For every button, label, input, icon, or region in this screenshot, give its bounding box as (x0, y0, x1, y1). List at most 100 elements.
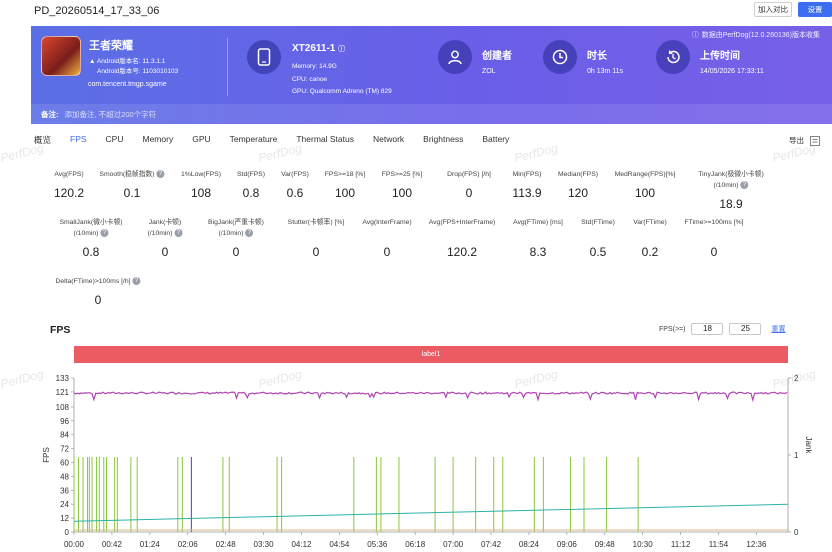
fps-threshold-input-1[interactable]: 18 (691, 323, 724, 335)
fps-chart-title: FPS (50, 324, 71, 336)
metric-value: 0.2 (641, 245, 659, 259)
duration-label: 时长 (587, 51, 607, 62)
fps-threshold-input-2[interactable]: 25 (729, 323, 762, 335)
metric-1-7: FPS>=25 [%] 100 (382, 169, 422, 200)
help-icon[interactable]: ? (156, 170, 165, 179)
top-bar: PD_20260514_17_33_06 (0, 0, 832, 22)
x-tick-label: 09:48 (595, 540, 616, 549)
x-tick-label: 07:42 (481, 540, 502, 549)
x-tick-label: 00:00 (64, 540, 85, 549)
tab-brightness[interactable]: Brightness (423, 134, 464, 144)
device-name: XT2611-1 ⓘ (292, 43, 346, 54)
metric-label: Avg(FPS) (54, 171, 84, 178)
metric-value: 120.2 (53, 186, 85, 200)
metric-label: Std(FPS) (237, 171, 265, 178)
metric-2-3: BigJank(严重卡顿) (/10min)? 0 (208, 217, 264, 259)
tab-fps[interactable]: FPS (70, 134, 87, 144)
metric-2-4: Stutter(卡顿率) [%] 0 (288, 217, 345, 259)
user-icon (438, 40, 472, 74)
metric-label: MedRange(FPS)[%] (614, 171, 676, 178)
export-button[interactable]: 导出 (789, 135, 820, 146)
metric-1-10: Median(FPS) 120 (558, 169, 598, 200)
x-tick-label: 02:06 (178, 540, 199, 549)
y2-tick-label: 0 (794, 528, 799, 537)
note-input[interactable]: 添加备注, 不超过200个字符 (64, 109, 157, 119)
add-compare-button[interactable]: 加入对比 (754, 2, 792, 17)
metric-value: 0 (710, 245, 718, 259)
y-tick-label: 60 (60, 459, 69, 468)
tab-gpu[interactable]: GPU (192, 134, 211, 144)
upload-label: 上传时间 (700, 51, 740, 62)
metric-label: Avg(InterFrame) (362, 219, 412, 226)
metric-2-1: SmallJank(微小卡顿) (/10min)? 0.8 (59, 217, 122, 259)
x-tick-label: 02:48 (216, 540, 237, 549)
x-tick-label: 08:24 (519, 540, 540, 549)
app-version-info: ▲ Android版本名: 11.3.1.1 Android版本号: 11030… (89, 58, 179, 75)
y-tick-label: 84 (60, 431, 69, 440)
report-header: ⓘ 数据由PerfDog(12.0.260136)版本收集 王者荣耀 ▲ And… (31, 26, 832, 124)
x-tick-label: 10:30 (633, 540, 654, 549)
metric-value: 0.8 (242, 186, 260, 200)
y2-tick-label: 1 (794, 451, 799, 460)
metric-1-11: MedRange(FPS)[%] 100 (615, 169, 676, 200)
tab-battery[interactable]: Battery (482, 134, 510, 144)
note-row[interactable]: 备注: 添加备注, 不超过200个字符 (31, 104, 832, 124)
tab-overview[interactable]: 概览 (34, 135, 52, 145)
x-tick-label: 07:00 (443, 540, 464, 549)
metric-value: 100 (391, 186, 413, 200)
metric-1-3: 1%Low(FPS) 108 (181, 169, 221, 200)
y-tick-label: 24 (60, 500, 69, 509)
tab-cpu[interactable]: CPU (105, 134, 124, 144)
metric-value: 120 (567, 186, 589, 200)
y-tick-label: 108 (56, 403, 70, 412)
x-tick-label: 12:36 (746, 540, 767, 549)
x-tick-label: 04:12 (291, 540, 312, 549)
settings-button[interactable]: 设置 (798, 2, 832, 17)
metric-label: FPS>=18 [%] (324, 171, 366, 178)
metric-label: FPS>=25 [%] (381, 171, 423, 178)
label-bar[interactable]: label1 (74, 346, 788, 363)
note-label: 备注: (41, 109, 59, 119)
metric-2-9: Var(FTime) 0.2 (633, 217, 667, 259)
metric-value: 0 (94, 293, 102, 307)
tab-thermal-status[interactable]: Thermal Status (296, 134, 354, 144)
metric-value: 0 (232, 245, 240, 259)
reset-button[interactable]: 重置 (771, 326, 786, 333)
y-tick-label: 0 (65, 528, 70, 537)
metric-value: 100 (334, 186, 356, 200)
x-tick-label: 09:06 (557, 540, 578, 549)
help-icon[interactable]: ? (245, 229, 254, 238)
header-divider (227, 38, 228, 96)
y-tick-label: 96 (60, 417, 69, 426)
clock-icon (543, 40, 577, 74)
metric-label: Var(FPS) (281, 171, 309, 178)
metric-label: TinyJank(极微小卡顿) (/10min)? (698, 171, 764, 190)
tab-memory[interactable]: Memory (142, 134, 174, 144)
duration-value: 0h 13m 11s (587, 68, 624, 75)
y-tick-label: 48 (60, 472, 69, 481)
phone-icon (247, 40, 281, 74)
tab-network[interactable]: Network (372, 134, 405, 144)
metric-value: 8.3 (529, 245, 547, 259)
metric-2-10: FTime>=100ms [%] 0 (684, 217, 743, 259)
metric-1-8: Drop(FPS) [/h] 0 (447, 169, 491, 200)
help-icon[interactable]: ? (100, 229, 109, 238)
metric-label: Avg(FPS+InterFrame) (428, 219, 496, 226)
y-tick-label: 36 (60, 486, 69, 495)
metric-label: 1%Low(FPS) (180, 171, 222, 178)
help-icon[interactable]: ? (174, 229, 183, 238)
device-info-icon[interactable]: ⓘ (338, 46, 346, 53)
report-title: PD_20260514_17_33_06 (34, 5, 160, 17)
x-tick-label: 00:42 (102, 540, 123, 549)
fps-chart[interactable]: 01224364860728496108121133012FPSJank00:0… (0, 365, 832, 552)
metric-value: 120.2 (446, 245, 478, 259)
metric-label: Smooth(稳帧指数)? (99, 169, 165, 180)
metric-value: 0.6 (286, 186, 304, 200)
tab-temperature[interactable]: Temperature (229, 134, 278, 144)
export-icon (810, 135, 820, 146)
help-icon[interactable]: ? (132, 277, 141, 286)
help-icon[interactable]: ? (740, 181, 749, 190)
metric-value: 0 (312, 245, 320, 259)
metric-1-5: Var(FPS) 0.6 (281, 169, 309, 200)
x-tick-label: 04:54 (329, 540, 350, 549)
